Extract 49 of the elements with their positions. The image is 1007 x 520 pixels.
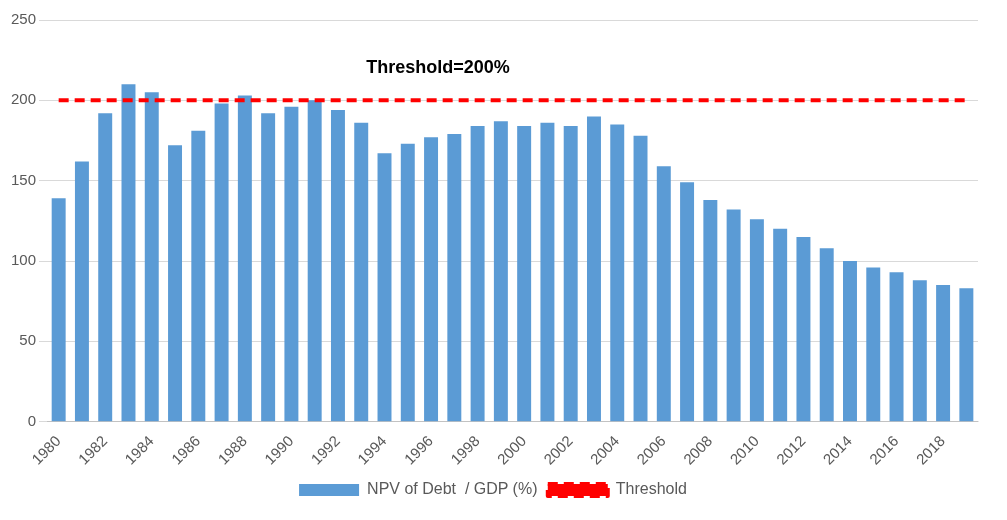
y-tick-label: 100 — [11, 251, 37, 269]
legend-label: Threshold — [615, 480, 687, 498]
bar — [773, 228, 788, 422]
bar — [866, 267, 881, 422]
bar — [424, 137, 439, 422]
bar — [214, 103, 229, 422]
bar — [470, 126, 485, 422]
bar — [400, 143, 415, 422]
bar — [191, 130, 206, 422]
y-tick-label: 0 — [27, 411, 37, 429]
bar — [237, 95, 252, 422]
bar — [819, 248, 834, 422]
bar — [633, 135, 648, 422]
bar — [330, 109, 345, 422]
bar — [889, 272, 904, 422]
bar — [796, 236, 811, 422]
bar — [540, 122, 555, 422]
bar — [610, 124, 625, 422]
y-tick-label: 200 — [11, 90, 37, 108]
y-tick-label: 50 — [19, 331, 37, 349]
bar — [912, 280, 927, 422]
bar — [377, 153, 392, 422]
bar — [493, 121, 508, 422]
bar — [307, 100, 322, 422]
bar — [284, 106, 299, 422]
bar — [563, 126, 578, 422]
bar — [680, 182, 695, 422]
y-tick-label: 150 — [11, 170, 37, 188]
bar — [586, 116, 601, 422]
bar — [703, 199, 718, 422]
legend-label: NPV of Debt / GDP (%) — [367, 480, 538, 498]
y-tick-label: 250 — [11, 10, 37, 28]
bar — [517, 126, 532, 422]
bar — [51, 198, 66, 422]
bar — [168, 145, 183, 422]
bar — [843, 261, 857, 422]
annotation: Threshold=200% — [366, 57, 510, 78]
bar — [447, 134, 462, 422]
bar — [121, 84, 136, 422]
bar — [74, 161, 89, 422]
bar — [656, 166, 671, 422]
bar — [144, 92, 159, 422]
bar — [726, 209, 741, 422]
bar — [98, 113, 113, 422]
bar — [749, 219, 764, 422]
bar — [959, 288, 974, 422]
bar — [354, 122, 369, 422]
bar — [261, 113, 276, 422]
bar — [936, 285, 951, 422]
